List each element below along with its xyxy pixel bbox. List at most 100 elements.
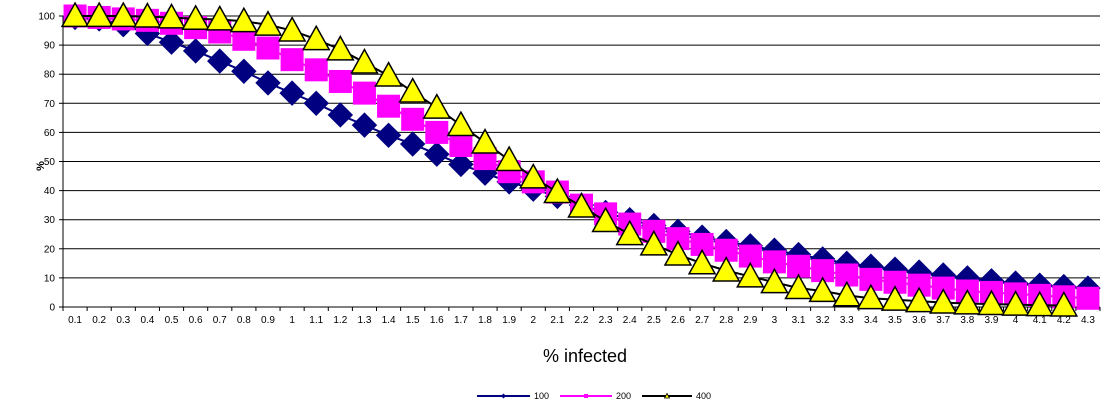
data-point-200 <box>304 58 328 82</box>
x-tick-label: 0.3 <box>116 315 130 326</box>
data-point-400 <box>1049 291 1079 317</box>
x-tick-label: 3 <box>772 315 778 326</box>
gridlines <box>63 15 1100 279</box>
data-point-100 <box>424 141 450 167</box>
x-tick-label: 2.4 <box>623 315 637 326</box>
data-point-200 <box>280 48 304 72</box>
x-tick-label: 3.3 <box>840 315 854 326</box>
y-tick-label: 70 <box>44 99 56 110</box>
x-tick-label: 4 <box>1013 315 1019 326</box>
legend-item-100: 100 <box>477 391 549 401</box>
legend-item-200: 200 <box>560 391 631 401</box>
x-tick-label: 1.6 <box>430 315 444 326</box>
data-point-400 <box>422 93 452 119</box>
legend-marker <box>584 394 588 398</box>
data-point-400 <box>326 34 355 61</box>
data-point-400 <box>350 48 379 74</box>
data-point-100 <box>399 131 426 157</box>
series-400 <box>60 1 1079 317</box>
x-tick-label: 0.9 <box>261 315 275 326</box>
data-point-100 <box>279 80 305 106</box>
data-point-100 <box>231 58 257 84</box>
x-tick-label: 0.7 <box>213 315 227 326</box>
data-point-400 <box>615 219 645 246</box>
x-tick-label: 2.2 <box>575 315 589 326</box>
x-tick-label: 0.2 <box>92 315 106 326</box>
data-point-400 <box>953 288 982 315</box>
x-tick-label: 4.2 <box>1057 315 1071 326</box>
data-point-200 <box>328 69 352 93</box>
x-tick-label: 0.6 <box>189 315 203 326</box>
x-tick-label: 3.1 <box>792 315 806 326</box>
data-point-400 <box>760 267 789 294</box>
data-point-400 <box>253 10 283 36</box>
y-tick-label: 100 <box>38 12 55 23</box>
series-group <box>60 1 1101 317</box>
data-point-400 <box>880 285 910 311</box>
data-point-400 <box>470 128 500 154</box>
data-point-400 <box>591 206 620 233</box>
x-tick-label: 0.5 <box>165 315 179 326</box>
data-point-400 <box>60 1 90 28</box>
x-tick-label: 2.5 <box>647 315 661 326</box>
x-tick-label: 2.8 <box>719 315 733 326</box>
data-point-400 <box>84 1 114 28</box>
legend-label: 200 <box>616 391 631 401</box>
data-point-100 <box>375 122 402 149</box>
data-point-400 <box>856 283 886 310</box>
data-point-400 <box>494 145 524 172</box>
data-point-400 <box>157 2 186 29</box>
x-axis-title: % infected <box>543 346 627 366</box>
data-point-400 <box>904 286 934 313</box>
x-tick-label: 3.5 <box>888 315 902 326</box>
y-tick-label: 40 <box>44 186 56 197</box>
x-tick-label: 0.8 <box>237 315 251 326</box>
x-tick-label: 2.7 <box>695 315 709 326</box>
data-point-400 <box>567 192 596 218</box>
data-point-400 <box>543 177 572 204</box>
data-point-100 <box>207 48 233 74</box>
data-point-400 <box>832 280 862 307</box>
data-point-400 <box>181 4 210 31</box>
legend-label: 400 <box>696 391 711 401</box>
data-point-100 <box>182 38 209 64</box>
x-tick-label: 3.2 <box>816 315 830 326</box>
data-point-200 <box>377 94 401 118</box>
data-point-100 <box>303 90 329 117</box>
x-tick-label: 1 <box>289 315 295 326</box>
legend-label: 100 <box>534 391 549 401</box>
series-100 <box>62 4 1101 301</box>
x-tick-label: 4.1 <box>1033 315 1047 326</box>
data-point-400 <box>205 4 235 31</box>
x-tick-label: 4.3 <box>1081 315 1095 326</box>
data-point-400 <box>1001 290 1030 316</box>
data-point-200 <box>425 120 449 144</box>
data-point-400 <box>663 240 693 266</box>
y-tick-label: 30 <box>44 215 56 226</box>
data-point-400 <box>1025 290 1054 317</box>
data-point-400 <box>374 61 403 87</box>
data-point-200 <box>1076 286 1100 310</box>
data-point-400 <box>784 273 813 300</box>
y-axis-ticks: 0 10 20 30 40 50 60 70 80 90 100 <box>38 12 63 314</box>
y-tick-label: 90 <box>44 41 56 52</box>
x-tick-label: 2.1 <box>550 315 564 326</box>
x-tick-label: 1.9 <box>502 315 516 326</box>
data-point-400 <box>446 110 476 137</box>
y-tick-label: 10 <box>44 273 56 284</box>
x-tick-label: 1.3 <box>358 315 372 326</box>
data-point-400 <box>518 162 548 189</box>
data-point-100 <box>327 102 354 128</box>
x-tick-label: 2.3 <box>599 315 613 326</box>
x-tick-label: 2.9 <box>743 315 757 326</box>
x-tick-label: 1.1 <box>309 315 323 326</box>
legend: 100 200 400 <box>477 391 711 401</box>
data-point-400 <box>133 2 162 28</box>
legend-item-400: 400 <box>642 391 711 401</box>
data-point-400 <box>808 276 837 303</box>
data-point-100 <box>255 70 281 96</box>
data-point-400 <box>639 229 669 256</box>
data-point-200 <box>449 133 473 157</box>
data-point-100 <box>158 29 185 55</box>
